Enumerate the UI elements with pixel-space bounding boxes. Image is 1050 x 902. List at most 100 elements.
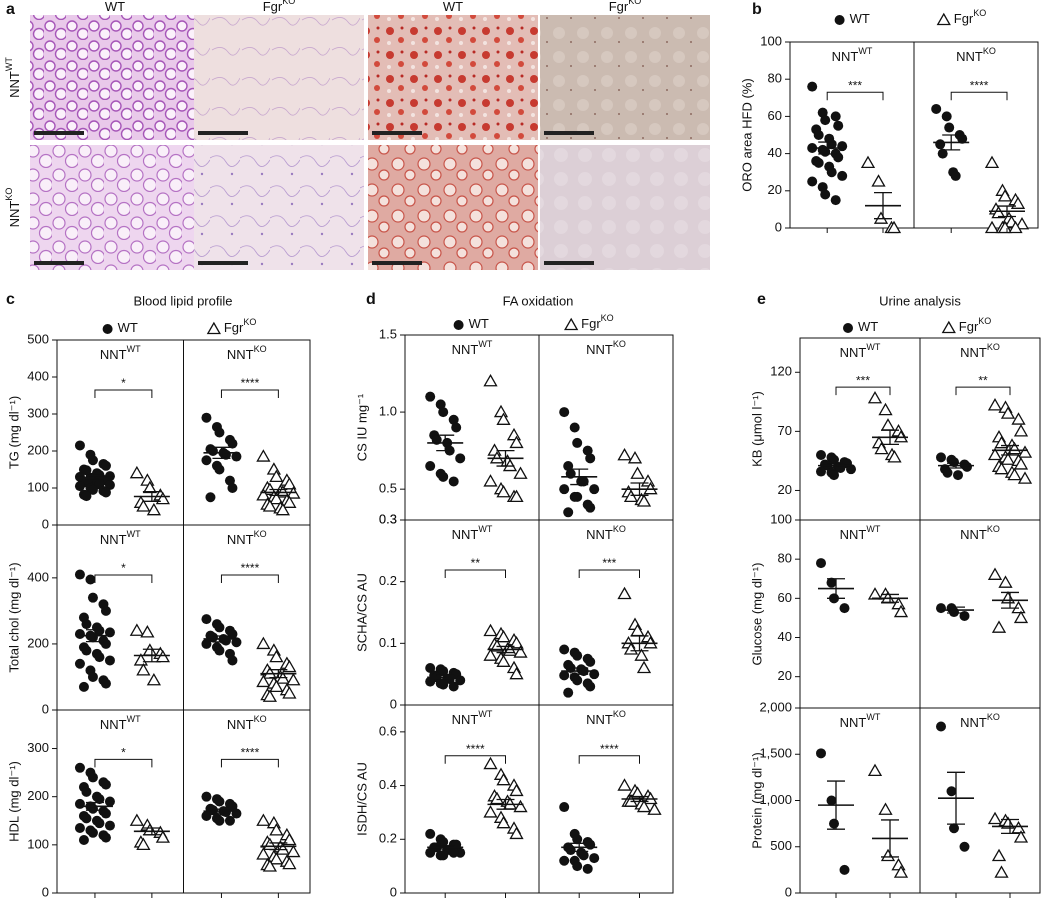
- y-axis-label: SCHA/CS AU: [354, 573, 369, 652]
- legend-label: WT: [858, 319, 878, 334]
- y-axis-label: Glucose (mg dl⁻¹): [749, 563, 764, 666]
- triangle-point: [617, 778, 632, 791]
- triangle-point: [880, 418, 896, 431]
- legend-marker: [453, 320, 464, 330]
- panel-label-base: NNT: [960, 715, 987, 730]
- circle-point: [839, 603, 850, 614]
- scale-bar: [372, 261, 422, 265]
- circle-point: [94, 818, 105, 829]
- circle-point: [435, 399, 446, 410]
- legend-marker: [843, 323, 853, 333]
- y-tick-label: 0: [775, 219, 782, 234]
- circle-point: [100, 678, 111, 689]
- micrograph: [540, 145, 710, 270]
- y-tick-label: 100: [770, 511, 792, 526]
- panel-label-base: NNT: [452, 342, 479, 357]
- legend-label: WT: [469, 316, 489, 331]
- triangle-point: [1013, 830, 1029, 843]
- triangle-point: [146, 672, 161, 686]
- circle-point: [231, 451, 242, 462]
- triangle-point: [991, 848, 1007, 862]
- scale-bar: [198, 261, 248, 265]
- micrograph: [368, 145, 538, 270]
- circle-point: [820, 115, 831, 126]
- triangle-point: [282, 856, 297, 870]
- circle-point: [944, 122, 955, 133]
- circle-point: [582, 445, 593, 456]
- circle-point: [448, 681, 459, 692]
- triangle-point: [256, 847, 271, 860]
- triangle-point: [878, 802, 893, 815]
- y-tick-label: 80: [768, 71, 782, 86]
- triangle-point: [1000, 591, 1016, 604]
- circle-point: [94, 625, 105, 636]
- triangle-point: [129, 623, 144, 636]
- circle-point: [438, 471, 449, 482]
- circle-point: [816, 748, 826, 759]
- y-tick-label: 300: [27, 405, 49, 420]
- image-column-label: FgrKO: [263, 0, 296, 14]
- sig-label: ****: [970, 78, 989, 92]
- circle-point: [833, 152, 844, 163]
- circle-point: [425, 391, 436, 402]
- triangle-point: [256, 636, 271, 650]
- triangle-point: [987, 398, 1003, 411]
- column-title: FA oxidation: [503, 293, 574, 308]
- y-tick-label: 0.1: [379, 635, 397, 650]
- circle-point: [936, 452, 946, 463]
- micrograph: [30, 145, 200, 270]
- triangle-point: [269, 649, 284, 663]
- y-tick-label: 400: [27, 569, 49, 584]
- triangle-point: [873, 211, 889, 224]
- circle-point: [942, 467, 953, 478]
- triangle-point: [1013, 610, 1029, 624]
- sig-bracket: [578, 755, 640, 764]
- sig-bracket: [220, 758, 279, 768]
- circle-point: [578, 850, 589, 861]
- micrograph: [194, 145, 364, 270]
- triangle-point: [636, 494, 652, 507]
- circle-point: [582, 863, 593, 874]
- triangle-point: [496, 629, 511, 643]
- triangle-point: [1013, 457, 1029, 470]
- triangle-point: [489, 791, 505, 805]
- y-axis-label: KB (μmol l⁻¹): [749, 391, 764, 467]
- triangle-point: [506, 427, 522, 441]
- y-axis-label: Total chol (mg dl⁻¹): [6, 562, 21, 672]
- triangle-point: [513, 645, 528, 658]
- triangle-point: [142, 480, 157, 494]
- circle-point: [829, 470, 839, 481]
- sig-bracket: [826, 91, 884, 101]
- image-column-label-base: Fgr: [263, 0, 283, 14]
- legend-label-base: WT: [850, 11, 870, 26]
- circle-point: [74, 658, 85, 669]
- sig-label: ****: [466, 742, 485, 756]
- legend-label-sup: KO: [973, 8, 986, 18]
- circle-point: [833, 120, 844, 131]
- panel-label: NNTKO: [227, 344, 267, 362]
- circle-point: [74, 569, 85, 580]
- triangle-point: [991, 205, 1006, 219]
- y-tick-label: 0.3: [379, 511, 397, 526]
- micrograph: [194, 15, 364, 140]
- panel-label-sup: KO: [613, 339, 626, 349]
- circle-point: [953, 470, 963, 481]
- circle-point: [94, 652, 105, 663]
- circle-point: [448, 476, 459, 487]
- y-tick-label: 40: [768, 145, 782, 160]
- panel-label-sup: KO: [254, 529, 267, 539]
- triangle-point: [136, 837, 151, 850]
- triangle-point: [282, 495, 297, 508]
- triangle-point: [997, 189, 1013, 202]
- circle-point: [826, 577, 837, 588]
- triangle-point: [502, 458, 518, 472]
- sig-bracket: [955, 386, 1011, 396]
- circle-point: [438, 679, 449, 690]
- triangle-point: [282, 659, 297, 673]
- triangle-point: [282, 832, 297, 846]
- circle-point: [220, 635, 231, 646]
- circle-point: [94, 794, 105, 805]
- triangle-point: [1008, 220, 1023, 234]
- triangle-point: [262, 689, 277, 702]
- circle-point: [87, 827, 98, 838]
